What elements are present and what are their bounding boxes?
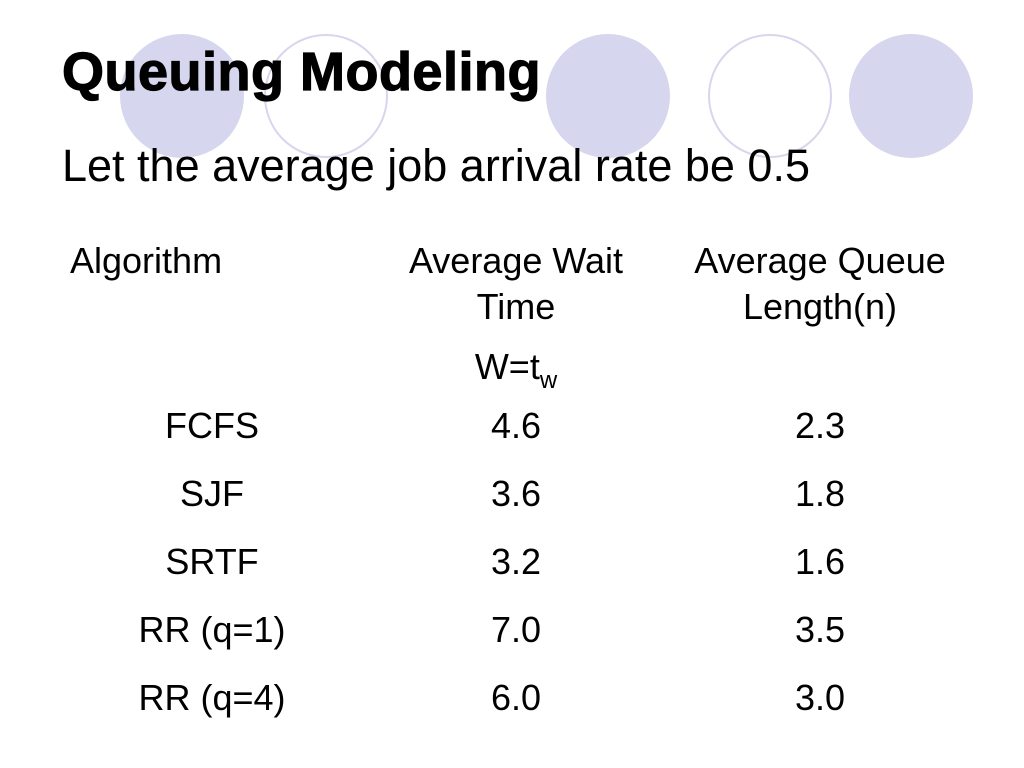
- row-3-queue: 1.6: [794, 541, 846, 582]
- header-queue-line1: Average Queue: [694, 240, 946, 281]
- row-4-queue: 3.5: [794, 609, 846, 650]
- decorative-circle-2: [264, 34, 388, 158]
- decorative-circle-4: [708, 34, 832, 158]
- slide-subtitle: Let the average job arrival rate be 0.5: [62, 140, 810, 191]
- row-3-algorithm: SRTF: [165, 541, 259, 582]
- row-5-queue: 3.0: [794, 677, 846, 718]
- row-4-algorithm: RR (q=1): [138, 609, 286, 650]
- decorative-circle-3: [546, 34, 670, 158]
- decorative-circle-5: [849, 34, 973, 158]
- header-wait-line2: Time: [476, 286, 556, 327]
- header-queue-line2: Length(n): [742, 286, 898, 327]
- formula-base: W=t: [474, 346, 540, 387]
- formula-subscript: w: [539, 367, 558, 394]
- row-3-wait: 3.2: [490, 541, 542, 582]
- row-5-algorithm: RR (q=4): [138, 677, 286, 718]
- row-2-algorithm: SJF: [179, 473, 244, 514]
- header-wait-formula: W=tw: [392, 344, 640, 393]
- row-4-wait: 7.0: [490, 609, 542, 650]
- row-1-wait: 4.6: [490, 405, 542, 446]
- row-2-wait: 3.6: [490, 473, 542, 514]
- row-2-queue: 1.8: [794, 473, 846, 514]
- row-1-algorithm: FCFS: [165, 405, 259, 446]
- row-1-queue: 2.3: [794, 405, 846, 446]
- decorative-circle-1: [120, 34, 244, 158]
- header-average-queue-length: Average Queue Length(n): [670, 238, 970, 330]
- header-wait-line1: Average Wait: [408, 240, 624, 281]
- row-5-wait: 6.0: [490, 677, 542, 718]
- header-average-wait-time: Average Wait Time: [392, 238, 640, 330]
- slide-title: Queuing Modeling: [61, 41, 541, 102]
- header-algorithm: Algorithm: [70, 240, 223, 281]
